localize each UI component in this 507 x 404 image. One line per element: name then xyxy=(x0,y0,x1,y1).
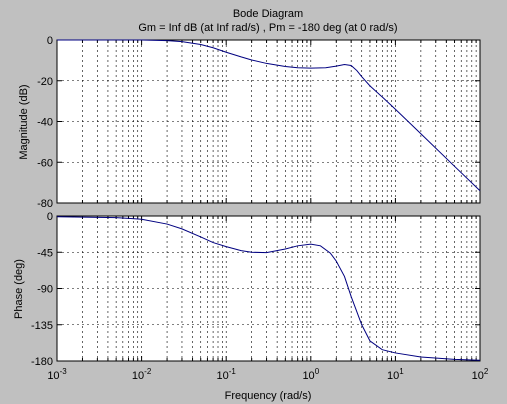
magnitude-ticks: 0 -20 -40 -60 -80 xyxy=(37,35,480,210)
phase-y-tick-label: -45 xyxy=(37,247,53,259)
phase-ylabel: Phase (deg) xyxy=(13,259,25,319)
x-tick-label: 100 xyxy=(302,367,319,382)
x-tick-label: 101 xyxy=(387,367,404,382)
x-tick-base: 10 xyxy=(47,370,59,382)
magnitude-y-tick-label: -80 xyxy=(37,198,53,210)
phase-y-tick-label: 0 xyxy=(47,211,53,223)
x-axis-label: Frequency (rad/s) xyxy=(225,390,312,402)
x-tick-label: 10-2 xyxy=(132,367,152,382)
x-tick-exponent: 2 xyxy=(484,367,489,376)
phase-y-tick-label: -90 xyxy=(37,284,53,296)
x-tick-label: 10-3 xyxy=(47,367,67,382)
phase-panel: 0 -45 -90 -135 -180 Phase (deg) xyxy=(13,211,481,368)
magnitude-grid xyxy=(57,40,480,203)
magnitude-curve xyxy=(57,39,481,192)
chart-title: Bode Diagram xyxy=(233,8,303,20)
magnitude-y-tick-label: -60 xyxy=(37,157,53,169)
x-tick-exponent: -1 xyxy=(229,367,237,376)
x-tick-label: 102 xyxy=(472,367,489,382)
chart-subtitle: Gm = Inf dB (at Inf rad/s) , Pm = -180 d… xyxy=(138,22,397,34)
phase-y-tick-label: -135 xyxy=(31,320,53,332)
phase-ticks: 0 -45 -90 -135 -180 xyxy=(31,211,480,368)
magnitude-y-tick-label: -40 xyxy=(37,117,53,129)
magnitude-ylabel: Magnitude (dB) xyxy=(18,84,30,159)
x-tick-base: 10 xyxy=(472,370,484,382)
x-tick-exponent: 0 xyxy=(315,367,320,376)
x-tick-exponent: 1 xyxy=(399,367,404,376)
x-tick-labels: 10-3 10-2 10-1 100 101 102 xyxy=(47,367,489,382)
x-tick-label: 10-1 xyxy=(217,367,237,382)
x-tick-exponent: -3 xyxy=(60,367,68,376)
x-tick-base: 10 xyxy=(387,370,399,382)
phase-grid xyxy=(57,216,480,361)
x-tick-exponent: -2 xyxy=(144,367,152,376)
x-tick-base: 10 xyxy=(302,370,314,382)
magnitude-panel: 0 -20 -40 -60 -80 Magnitude (dB) xyxy=(18,35,481,210)
x-tick-base: 10 xyxy=(217,370,229,382)
magnitude-y-tick-label: 0 xyxy=(47,35,53,47)
phase-curve xyxy=(56,216,481,361)
magnitude-y-tick-label: -20 xyxy=(37,76,53,88)
phase-y-tick-label: -180 xyxy=(31,356,53,368)
x-tick-base: 10 xyxy=(132,370,144,382)
